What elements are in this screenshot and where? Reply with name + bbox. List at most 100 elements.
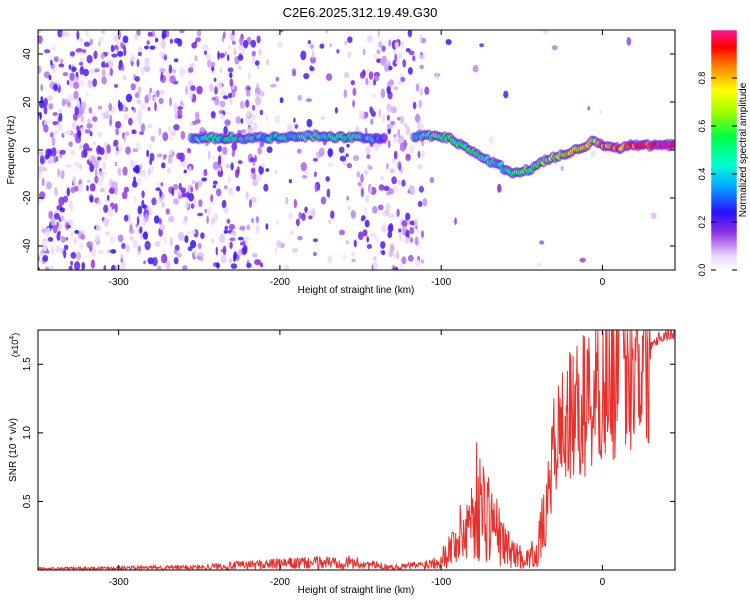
heatmap-cell [217,145,223,152]
heatmap-cell [371,108,375,114]
heatmap-cell [412,101,417,110]
snr-x-tick-label: -200 [270,577,290,588]
heatmap-cell [159,223,166,231]
heatmap-cell [301,175,308,179]
heatmap-cell [248,199,253,208]
heatmap-cell [366,236,370,243]
heatmap-cell [375,238,380,243]
heatmap-cell [422,197,428,207]
heatmap-cell [89,183,96,192]
heatmap-cell [78,130,82,138]
heatmap-cell [184,235,189,244]
heatmap-cell [165,208,171,215]
heatmap-cell [134,195,137,203]
heatmap-cell [289,229,294,236]
heatmap-cell [114,49,118,54]
heatmap-cell [59,58,64,64]
heatmap-cell [393,252,397,259]
colorbar-tick-label: 0.4 [697,168,707,181]
heatmap-cell [58,112,63,122]
snr-panel: -300 -200 -100 0 0.5 1.0 1.5 Height of straig… [8,329,676,596]
heatmap-cell [117,167,122,176]
heatmap-cell [355,126,360,133]
heatmap-cell [168,149,172,156]
heatmap-cell [174,111,178,120]
heatmap-cell [407,254,414,262]
heatmap-cell [147,124,153,128]
heatmap-cell [127,117,133,126]
heatmap-cell [360,187,364,198]
heatmap-cell [146,149,150,157]
heatmap-cell [401,256,407,265]
heatmap-cell [105,62,109,68]
heatmap-cell [47,237,54,242]
heatmap-cell [74,229,80,234]
heatmap-cell [167,125,172,132]
heatmap-cell [365,146,371,155]
heatmap-cell [295,218,300,227]
heatmap-cell [113,83,119,88]
heatmap-cell [237,65,242,71]
heatmap-cell [364,169,368,176]
heatmap-cell [97,105,102,110]
heatmap-cell [72,121,77,130]
heatmap-cell [67,101,71,108]
heatmap-cell [362,229,368,237]
heatmap-cell [94,175,99,184]
heatmap-cell [245,99,250,108]
heatmap-cell [92,78,97,87]
heatmap-cell [222,146,228,155]
heatmap-cell [187,79,194,88]
heatmap-cell [230,263,238,269]
heatmap-cell [165,30,170,38]
heatmap-cell [101,111,107,120]
heatmap-cell [197,180,203,187]
heatmap-cell [38,166,44,173]
heatmap-cell [237,54,244,61]
heatmap-cell [255,216,259,224]
heatmap-cell [400,76,406,83]
heatmap-cell [66,79,70,86]
heatmap-cell [89,195,94,203]
heatmap-cell [118,63,122,71]
spectrogram-x-tick-label: -300 [109,277,129,288]
heatmap-cell [58,196,65,206]
spectrogram-y-tick-label: -20 [22,190,33,205]
heatmap-cell [254,92,258,97]
heatmap-cell [201,177,208,182]
heatmap-cell [153,96,157,101]
heatmap-cell [246,109,251,118]
heatmap-cell [113,35,119,42]
heatmap-cell [230,162,234,171]
heatmap-cell [241,246,247,256]
heatmap-cell [92,116,98,122]
heatmap-cell [129,161,136,169]
heatmap-cell [590,150,596,159]
heatmap-cell [417,150,421,159]
heatmap-cell [194,181,199,191]
spectrogram-y-tick-label: 20 [22,96,33,108]
heatmap-cell [142,169,147,178]
heatmap-cell [378,184,385,191]
heatmap-cell [38,266,41,270]
heatmap-cell [181,102,185,108]
heatmap-cell [194,40,197,45]
heatmap-cell [41,228,47,234]
heatmap-cell [246,262,252,268]
heatmap-cell [65,164,72,168]
heatmap-cell [93,50,98,59]
colorbar-gradient [711,30,737,270]
heatmap-cell [404,236,409,245]
heatmap-cell [415,83,420,92]
heatmap-cell [212,161,219,170]
heatmap-cell [177,231,185,241]
heatmap-cell [99,147,105,156]
heatmap-cell [215,246,218,256]
heatmap-cell [587,106,591,111]
heatmap-cell [334,107,338,114]
heatmap-cell [229,241,233,249]
heatmap-cell [373,54,378,59]
heatmap-cell [239,225,246,231]
heatmap-cell [154,240,161,247]
